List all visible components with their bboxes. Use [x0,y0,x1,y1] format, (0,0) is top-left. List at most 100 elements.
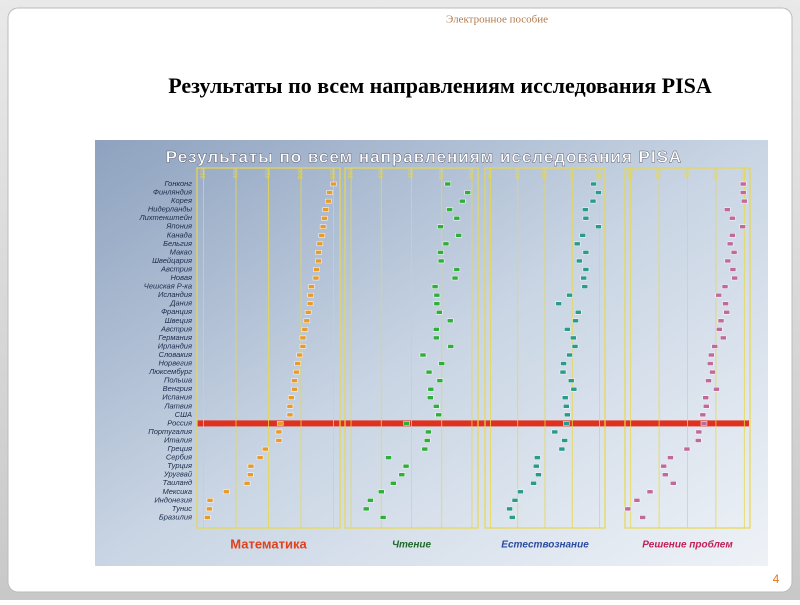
score-marker [582,207,589,212]
score-marker [325,198,332,204]
score-marker [559,369,567,375]
score-marker [390,481,397,486]
score-marker [530,481,537,486]
score-marker [534,455,541,460]
x-tick-label: 350 [628,168,634,179]
score-marker [433,327,440,332]
score-marker [433,301,441,306]
country-label: Канада [167,230,192,239]
header: Электронное пособие [446,14,548,26]
score-marker [662,472,669,477]
score-marker [437,250,444,255]
country-label: Дания [169,299,192,308]
score-marker [571,344,579,349]
score-marker [403,421,410,426]
score-marker [575,310,582,315]
score-marker [570,335,577,341]
score-marker [741,198,748,204]
score-marker [567,378,575,383]
chart: Результаты по всем направлениям исследов… [95,140,768,566]
score-marker [435,412,442,418]
score-marker [724,258,732,264]
country-label: Швеция [165,316,192,325]
country-label: Япония [165,222,192,231]
score-marker [731,275,738,281]
country-label: Швейцария [152,256,192,265]
score-marker [558,446,566,452]
score-marker [590,181,597,187]
score-marker [720,335,727,341]
country-label: Бразилия [159,512,192,521]
score-marker [426,395,434,400]
country-label: Польша [164,376,192,385]
score-marker [715,292,722,298]
score-marker [713,386,720,392]
score-marker [318,233,326,238]
score-marker [362,506,370,512]
score-marker [275,438,283,443]
score-marker [695,438,702,443]
score-marker [582,215,590,221]
score-marker [566,292,573,298]
score-marker [566,352,573,358]
score-marker [319,224,327,229]
x-tick-label: 550 [331,168,337,179]
score-marker [308,284,315,289]
score-marker [561,395,569,400]
score-marker [506,506,513,512]
score-marker [582,267,590,272]
x-tick-label: 450 [685,168,691,179]
score-marker [706,361,714,366]
score-marker [660,463,667,469]
score-marker [243,481,251,486]
x-tick-label: 350 [201,168,207,179]
country-label: Гонконг [165,179,193,188]
score-marker [576,258,583,264]
country-label: Уругвай [163,470,193,479]
score-marker [729,267,737,272]
score-marker [296,352,303,358]
panel-label: Решение проблем [642,539,733,551]
score-marker [723,310,730,315]
score-marker [646,489,654,495]
score-marker [379,515,387,520]
score-marker [286,404,294,409]
country-label: Италия [164,435,192,444]
score-marker [433,292,441,298]
score-marker [555,301,562,306]
score-marker [705,378,712,383]
score-marker [639,515,646,520]
score-marker [535,472,542,477]
title-box: Результаты по всем направлениям исследов… [168,73,712,98]
score-marker [398,472,406,477]
score-marker [433,335,440,341]
country-label: Германия [158,333,192,342]
score-marker [564,412,571,418]
score-marker [509,515,516,520]
country-label: Чешская Р-ка [144,282,192,291]
score-marker [256,455,264,460]
score-marker [561,438,568,443]
score-marker [326,190,333,195]
score-marker [730,250,738,255]
score-marker [247,472,254,477]
score-marker [288,395,295,400]
score-marker [291,386,298,392]
score-marker [330,181,337,187]
score-marker [206,506,213,512]
score-marker [307,292,314,298]
country-label: Тунис [172,504,192,513]
score-marker [442,241,450,247]
score-marker [301,327,309,332]
score-marker [589,198,597,204]
x-tick-label: 500 [570,168,576,179]
country-label: Греция [167,444,192,453]
score-marker [427,386,435,392]
score-marker [444,181,452,187]
score-marker [739,224,746,229]
score-marker [729,233,736,238]
x-tick-label: 400 [657,168,663,179]
score-marker [437,258,445,264]
score-marker [421,446,429,452]
x-tick-label: 400 [515,168,521,179]
